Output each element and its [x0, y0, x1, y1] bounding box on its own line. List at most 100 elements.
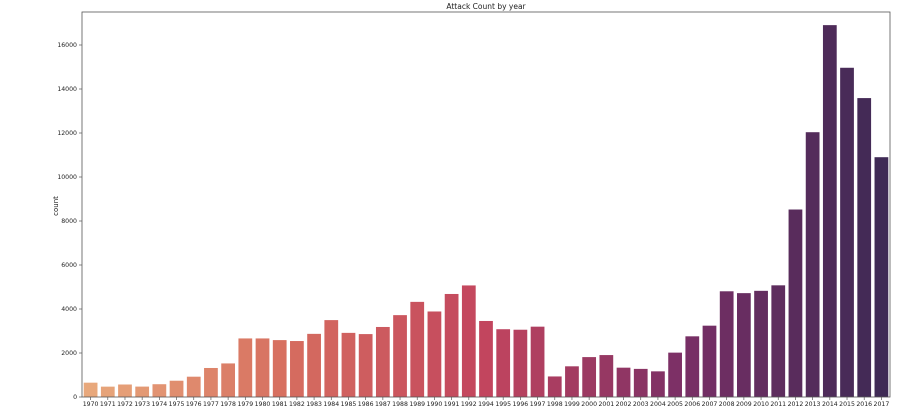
bar-1976 [186, 376, 201, 397]
bar-2012 [788, 209, 803, 397]
x-tick-label-2016: 2016 [856, 401, 872, 408]
x-tick-label-1998: 1998 [547, 401, 563, 408]
y-tick-label: 12000 [57, 130, 77, 137]
x-tick-label-1985: 1985 [341, 401, 357, 408]
bar-1970 [83, 382, 98, 397]
bar-2013 [805, 132, 820, 397]
x-tick-label-2007: 2007 [702, 401, 718, 408]
x-tick-label-1996: 1996 [513, 401, 529, 408]
y-tick-label: 8000 [61, 218, 77, 225]
x-tick-label-1999: 1999 [564, 401, 580, 408]
bar-2004 [651, 371, 665, 397]
bar-1994 [479, 320, 493, 397]
bar-1997 [530, 326, 545, 397]
x-tick-label-1986: 1986 [358, 401, 374, 408]
bar-2002 [616, 367, 631, 397]
x-tick-label-2015: 2015 [839, 401, 855, 408]
y-tick-label: 4000 [61, 306, 77, 313]
bar-2006 [685, 336, 700, 397]
bar-1972 [118, 384, 132, 397]
x-tick-label-1976: 1976 [186, 401, 202, 408]
y-tick-label: 10000 [57, 174, 77, 181]
x-tick-label-1982: 1982 [289, 401, 305, 408]
bar-1974 [152, 384, 167, 397]
chart-title: Attack Count by year [446, 2, 526, 11]
x-tick-label-2005: 2005 [667, 401, 683, 408]
x-tick-label-1974: 1974 [151, 401, 167, 408]
bar-2003 [633, 368, 648, 397]
bar-2008 [719, 291, 734, 397]
bar-2017 [874, 157, 889, 397]
y-axis-ticks: 0 2000 4000 6000 8000 10000 12000 14000 16000 [57, 42, 82, 401]
x-tick-label-2014: 2014 [822, 401, 838, 408]
x-tick-label-2006: 2006 [684, 401, 700, 408]
x-tick-label-1975: 1975 [169, 401, 185, 408]
bar-1998 [547, 376, 562, 397]
x-tick-label-1984: 1984 [323, 401, 339, 408]
x-tick-label-1991: 1991 [444, 401, 460, 408]
x-tick-label-1990: 1990 [427, 401, 443, 408]
bars [83, 25, 889, 398]
bar-1983 [307, 333, 321, 397]
x-tick-label-1977: 1977 [203, 401, 219, 408]
x-tick-label-1980: 1980 [255, 401, 271, 408]
bar-1984 [324, 320, 339, 397]
bar-2009 [736, 293, 751, 397]
y-tick-label: 6000 [61, 262, 77, 269]
x-tick-label-2002: 2002 [616, 401, 632, 408]
bar-1996 [513, 329, 528, 397]
bar-1989 [410, 301, 425, 397]
bar-1979 [238, 338, 253, 397]
bar-2010 [754, 290, 768, 397]
bar-1995 [496, 329, 511, 397]
x-tick-label-2008: 2008 [719, 401, 735, 408]
x-tick-label-1994: 1994 [478, 401, 494, 408]
bar-1980 [255, 338, 270, 397]
x-tick-label-1970: 1970 [83, 401, 99, 408]
x-tick-label-2011: 2011 [770, 401, 786, 408]
bar-1990 [427, 311, 442, 397]
bar-1978 [221, 363, 236, 397]
x-tick-label-2013: 2013 [805, 401, 821, 408]
bar-1986 [358, 334, 373, 397]
x-tick-label-2001: 2001 [598, 401, 614, 408]
x-tick-label-1995: 1995 [495, 401, 511, 408]
bar-1992 [461, 285, 476, 397]
y-axis-label: count [52, 196, 60, 216]
x-tick-label-1971: 1971 [100, 401, 116, 408]
bar-1973 [135, 386, 150, 397]
y-tick-label: 16000 [57, 42, 77, 49]
bar-1988 [393, 315, 407, 397]
x-tick-label-1979: 1979 [237, 401, 253, 408]
bar-1981 [272, 340, 287, 397]
y-tick-label: 0 [73, 394, 77, 401]
x-tick-label-1987: 1987 [375, 401, 391, 408]
bar-1971 [100, 386, 115, 397]
bar-2000 [582, 357, 597, 397]
x-tick-label-2000: 2000 [581, 401, 597, 408]
x-tick-label-2012: 2012 [788, 401, 804, 408]
x-tick-label-1972: 1972 [117, 401, 133, 408]
bar-2014 [822, 25, 837, 397]
x-tick-label-1983: 1983 [306, 401, 322, 408]
x-tick-label-1989: 1989 [409, 401, 425, 408]
bar-2005 [668, 352, 682, 397]
x-tick-label-1981: 1981 [272, 401, 288, 408]
x-tick-label-1988: 1988 [392, 401, 408, 408]
x-tick-label-1973: 1973 [134, 401, 150, 408]
x-tick-label-2017: 2017 [874, 401, 890, 408]
x-tick-label-2004: 2004 [650, 401, 666, 408]
bar-1985 [341, 332, 356, 397]
bar-1991 [444, 293, 459, 397]
x-tick-label-1978: 1978 [220, 401, 236, 408]
bar-2011 [771, 285, 786, 397]
y-tick-label: 14000 [57, 86, 77, 93]
bar-2015 [840, 67, 854, 398]
bar-1982 [290, 341, 304, 397]
x-tick-label-2010: 2010 [753, 401, 769, 408]
x-tick-label-2009: 2009 [736, 401, 752, 408]
bar-1975 [169, 380, 184, 397]
bar-1999 [565, 366, 579, 397]
bar-2007 [702, 325, 717, 397]
